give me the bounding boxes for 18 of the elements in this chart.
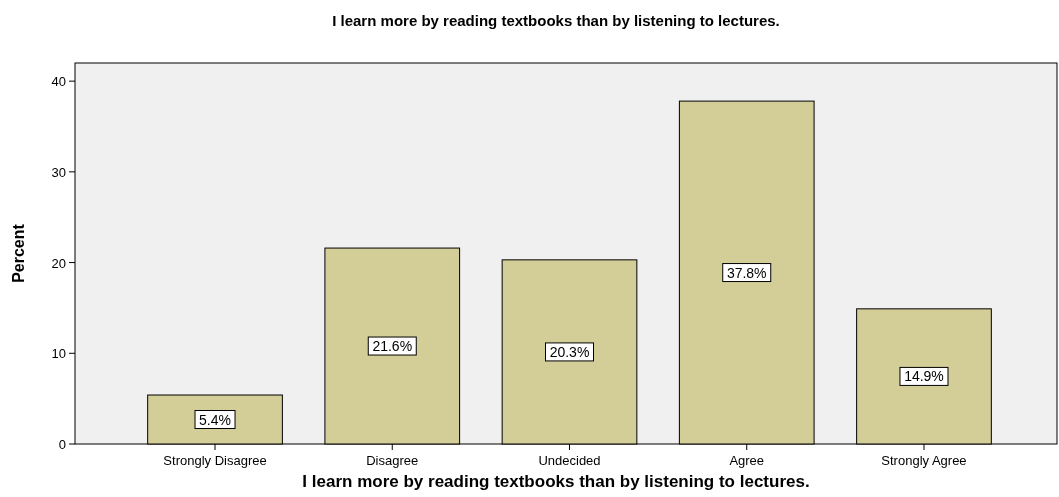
chart-title: I learn more by reading textbooks than by listening to lectures. — [332, 12, 780, 29]
x-axis-title: I learn more by reading textbooks than by listening to lectures. — [302, 472, 810, 491]
x-tick-label: Strongly Disagree — [163, 453, 267, 468]
x-tick-label: Agree — [729, 453, 765, 468]
data-label: 37.8% — [726, 264, 767, 281]
y-tick-label: 0 — [58, 437, 66, 452]
y-axis-title: Percent — [10, 223, 27, 283]
x-tick-label: Undecided — [538, 453, 601, 468]
y-tick-label: 10 — [51, 346, 66, 362]
data-label: 5.4% — [199, 411, 231, 428]
data-label: 14.9% — [904, 368, 944, 385]
y-tick-label: 20 — [51, 255, 66, 271]
data-label: 20.3% — [549, 343, 590, 360]
y-tick-label: 30 — [51, 164, 66, 180]
y-tick-label: 40 — [51, 74, 66, 90]
x-tick-label: Strongly Agree — [881, 453, 967, 468]
data-label: 21.6% — [372, 338, 413, 355]
x-tick-label: Disagree — [366, 453, 419, 468]
